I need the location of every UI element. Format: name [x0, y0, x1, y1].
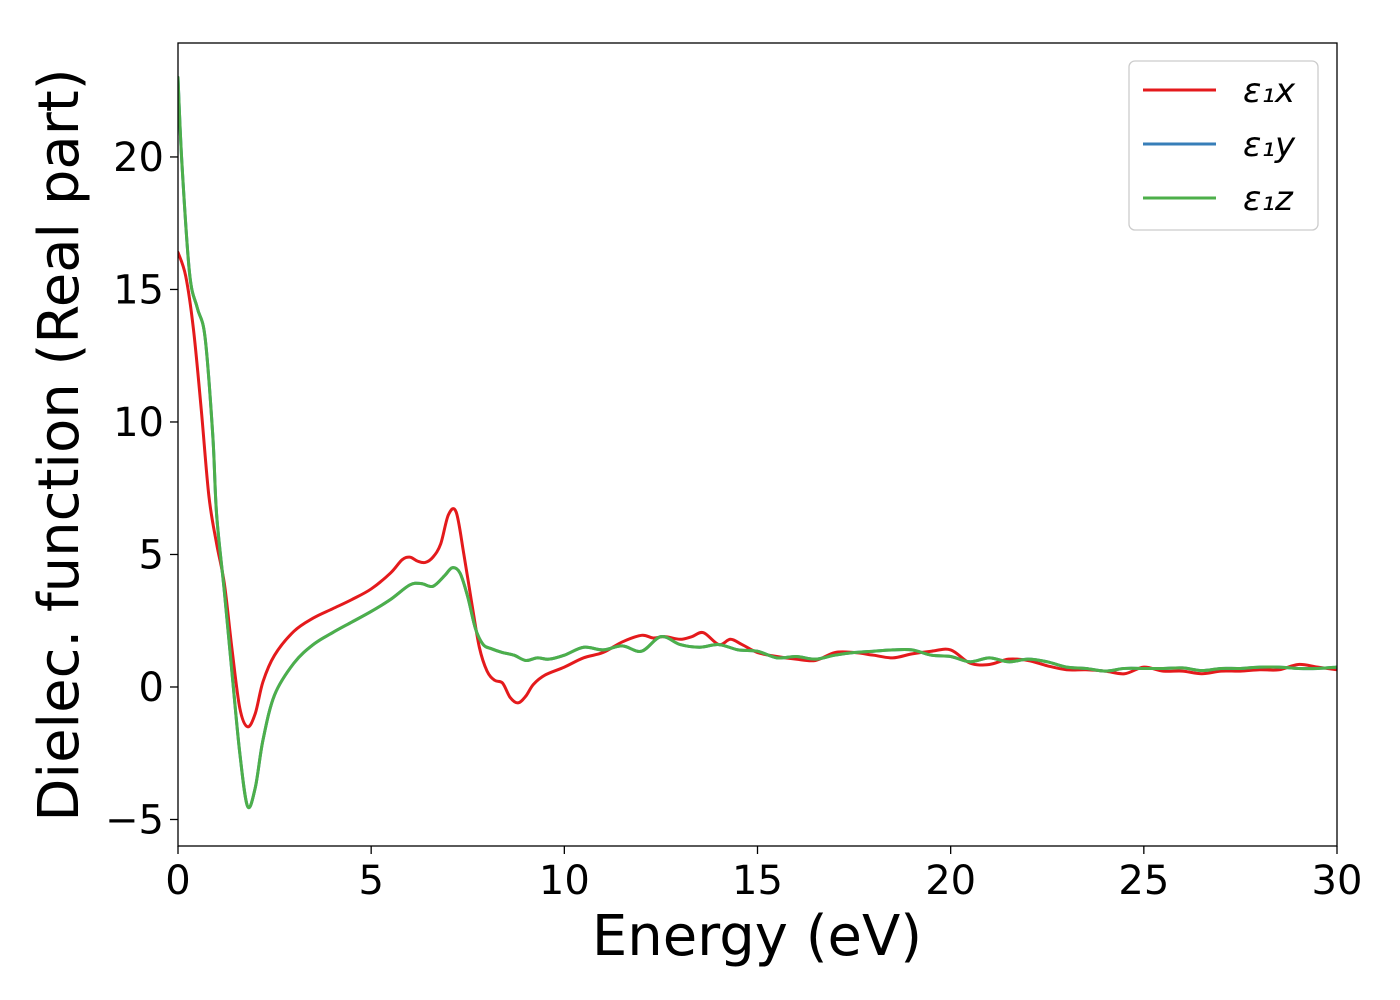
legend-label: ε₁z — [1243, 179, 1294, 219]
x-tick-label: 0 — [165, 858, 190, 904]
x-axis-label: Energy (eV) — [592, 904, 922, 969]
y-tick-label: 15 — [113, 267, 164, 313]
legend-label: ε₁y — [1243, 125, 1296, 165]
x-tick-label: 5 — [358, 858, 383, 904]
y-tick-label: −5 — [105, 797, 164, 843]
x-tick-label: 25 — [1118, 858, 1169, 904]
y-axis: −5 0 5 10 15 20 — [105, 135, 178, 843]
y-axis-label: Dielec. function (Real part) — [27, 68, 92, 821]
y-tick-label: 0 — [139, 665, 164, 711]
x-tick-label: 15 — [732, 858, 783, 904]
legend-item-e1y: ε₁y — [1143, 125, 1296, 165]
x-axis: 0 5 10 15 20 25 30 — [165, 846, 1362, 904]
legend-box — [1128, 60, 1319, 231]
legend-item-e1x: ε₁x — [1143, 71, 1296, 111]
series-line-e1z — [178, 75, 1337, 810]
x-tick-label: 10 — [539, 858, 590, 904]
y-tick-label: 5 — [139, 532, 164, 578]
legend: ε₁x ε₁y ε₁z — [1128, 60, 1319, 231]
series-layer — [178, 75, 1337, 810]
x-tick-label: 20 — [925, 858, 976, 904]
legend-label: ε₁x — [1243, 71, 1296, 111]
legend-item-e1z: ε₁z — [1143, 179, 1294, 219]
y-tick-label: 20 — [113, 135, 164, 181]
y-tick-label: 10 — [113, 400, 164, 446]
x-tick-label: 30 — [1312, 858, 1363, 904]
